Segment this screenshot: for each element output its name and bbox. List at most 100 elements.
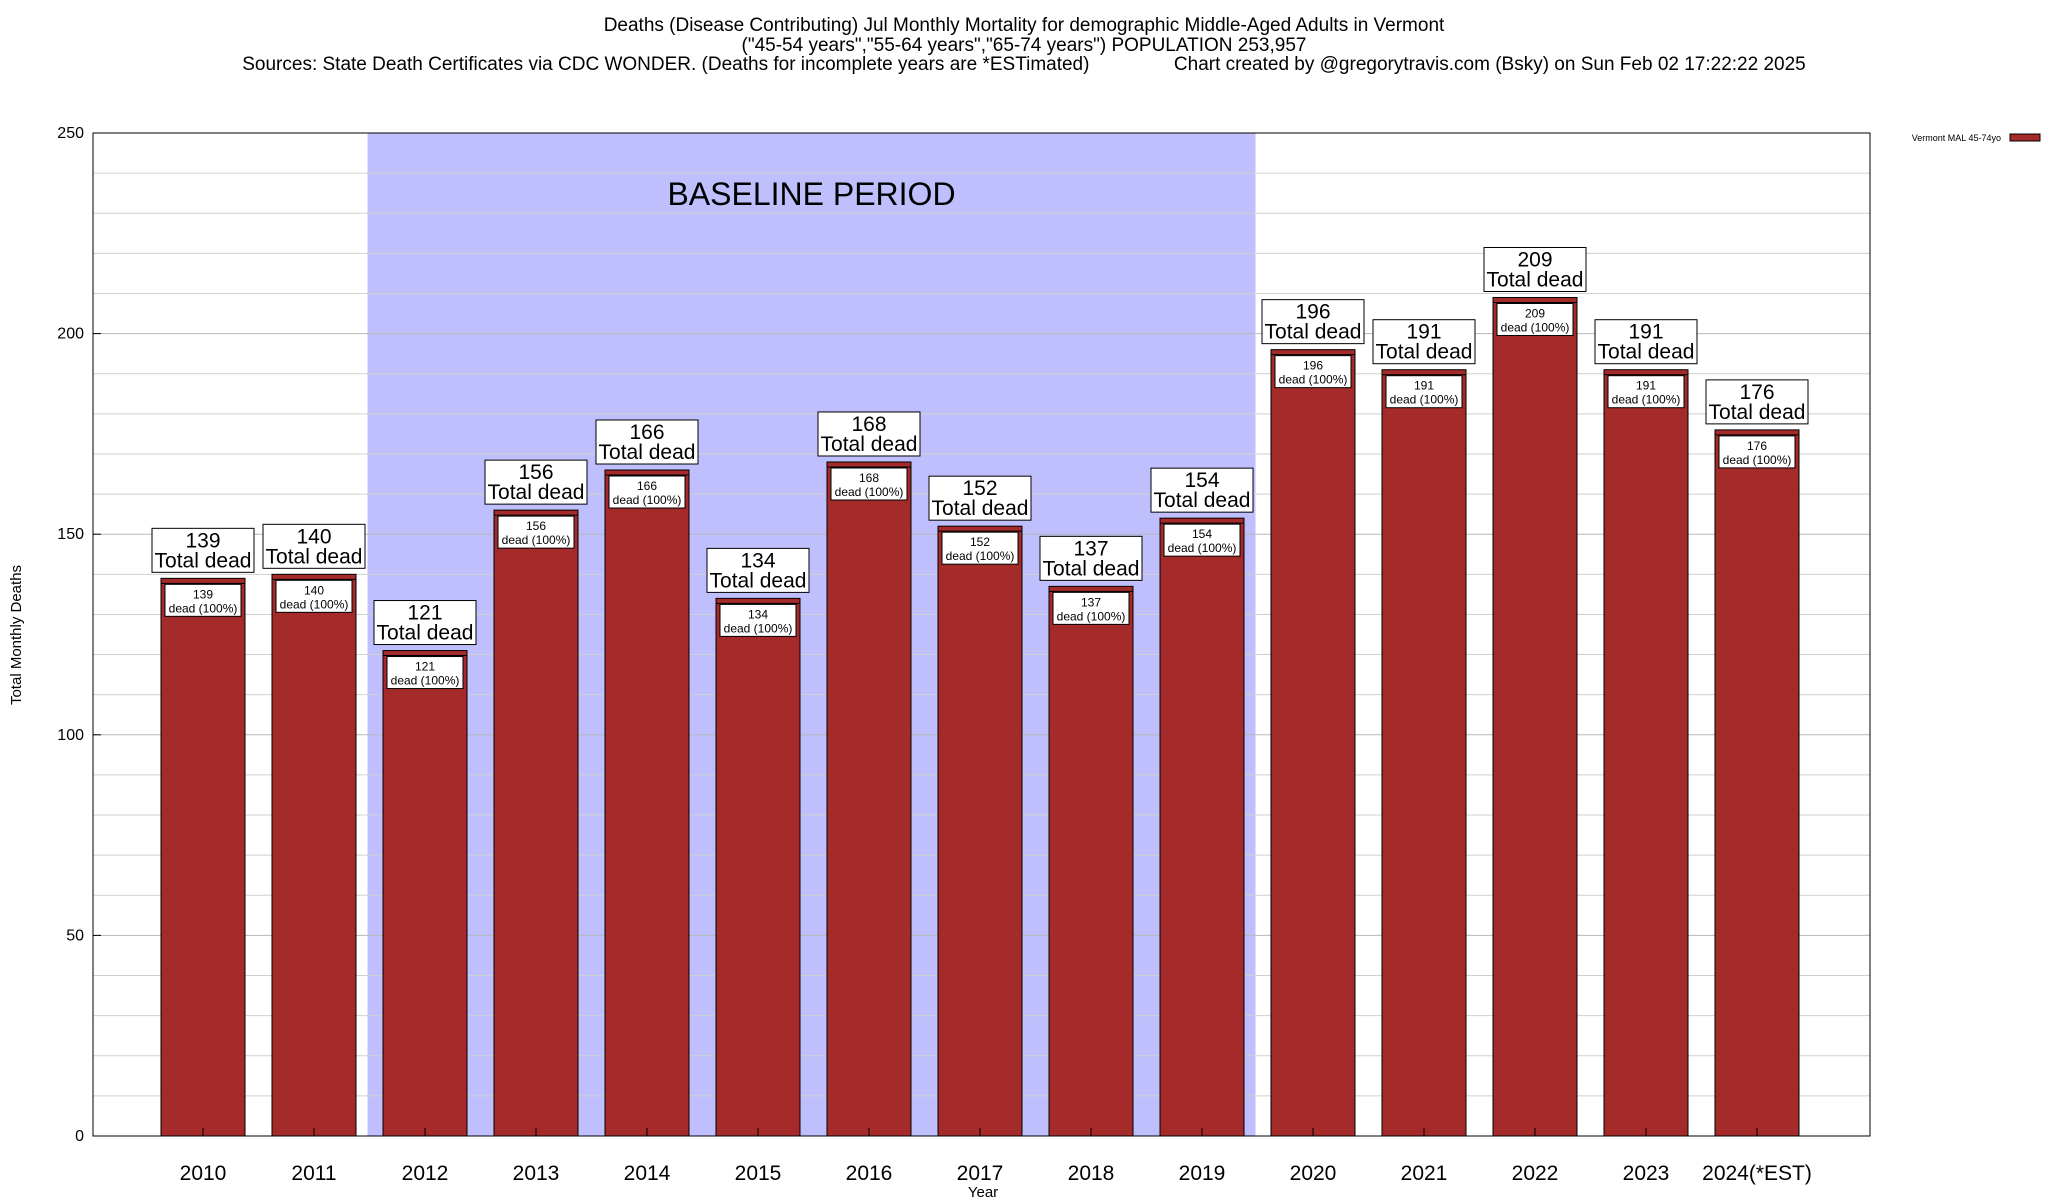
bar-inner-label-box <box>1052 591 1130 625</box>
bar <box>1714 429 1800 1137</box>
bar-total-text-label: Total dead <box>1265 321 1362 344</box>
bar-total-text-label: Total dead <box>266 545 363 568</box>
bar-inner-label-box <box>164 583 242 617</box>
x-tick-label: 2024(*EST) <box>1702 1162 1812 1185</box>
bar-inner-value-label: 156 <box>526 519 546 533</box>
bar-total-label-box <box>1039 535 1143 581</box>
legend-label: Vermont MAL 45-74yo <box>1912 133 2001 143</box>
bar-total-label-box <box>1594 319 1698 365</box>
legend-swatch <box>2009 133 2041 142</box>
x-tick-label: 2018 <box>1068 1162 1115 1185</box>
bar-inner-label-box <box>830 467 908 501</box>
bar-total-text-label: Total dead <box>1043 557 1140 580</box>
bar-inner-value-label: 191 <box>1414 379 1434 393</box>
bar-total-value-label: 191 <box>1406 321 1441 344</box>
bar-total-label-box <box>595 419 699 465</box>
chart-title-line-1: Deaths (Disease Contributing) Jul Monthl… <box>603 15 1445 36</box>
y-tick-label: 200 <box>57 326 84 343</box>
bar-inner-percent-label: dead (100%) <box>1390 393 1459 407</box>
bar-inner-value-label: 196 <box>1303 359 1323 373</box>
chart-title-line-2: ("45-54 years","55-64 years","65-74 year… <box>741 35 1307 56</box>
bar-total-label-box <box>706 547 810 593</box>
bar-total-label-box <box>1372 319 1476 365</box>
x-tick-label: 2021 <box>1401 1162 1448 1185</box>
bar <box>271 573 357 1137</box>
bar-total-value-label: 191 <box>1628 321 1663 344</box>
bar-total-value-label: 121 <box>407 602 442 625</box>
bar-inner-value-label: 121 <box>415 660 435 674</box>
bar-inner-percent-label: dead (100%) <box>280 597 349 611</box>
bar-total-value-label: 140 <box>296 525 331 548</box>
bar-inner-value-label: 140 <box>304 583 324 597</box>
bar <box>826 461 912 1137</box>
x-tick-label: 2016 <box>846 1162 893 1185</box>
x-tick-label: 2019 <box>1179 1162 1226 1185</box>
bar-total-value-label: 139 <box>185 529 220 552</box>
bar-inner-percent-label: dead (100%) <box>724 621 793 635</box>
chart-title-line-3: Sources: State Death Certificates via CD… <box>242 54 1806 75</box>
bar-total-label-box <box>1705 379 1809 425</box>
bar-total-label-box <box>928 475 1032 521</box>
bar <box>493 509 579 1137</box>
bar <box>1270 349 1356 1137</box>
bar-total-text-label: Total dead <box>932 497 1029 520</box>
bar-inner-value-label: 134 <box>748 607 768 621</box>
bar-inner-label-box <box>941 531 1019 565</box>
bar-total-value-label: 156 <box>518 461 553 484</box>
bar-total-label-box <box>1150 467 1254 513</box>
bar-inner-percent-label: dead (100%) <box>391 674 460 688</box>
bar <box>160 577 246 1137</box>
bar-total-value-label: 196 <box>1295 301 1330 324</box>
bar-inner-percent-label: dead (100%) <box>1279 373 1348 387</box>
bar-total-value-label: 137 <box>1073 537 1108 560</box>
bar-inner-label-box <box>1496 302 1574 336</box>
bar-total-text-label: Total dead <box>1487 268 1584 291</box>
bar <box>1381 369 1467 1137</box>
bar-inner-label-box <box>608 475 686 509</box>
bar-inner-percent-label: dead (100%) <box>1723 453 1792 467</box>
bar-inner-percent-label: dead (100%) <box>1057 609 1126 623</box>
x-tick-label: 2011 <box>291 1162 336 1185</box>
x-tick-label: 2013 <box>513 1162 560 1185</box>
x-tick-label: 2020 <box>1290 1162 1337 1185</box>
y-axis-title: Total Monthly Deaths <box>8 565 25 705</box>
y-tick-label: 100 <box>57 727 84 744</box>
bar-inner-percent-label: dead (100%) <box>1168 541 1237 555</box>
x-tick-label: 2017 <box>957 1162 1004 1185</box>
bar-inner-value-label: 137 <box>1081 595 1101 609</box>
plot-frame <box>92 132 1871 1137</box>
bar-inner-label-box <box>1607 375 1685 409</box>
bar-total-text-label: Total dead <box>155 549 252 572</box>
x-tick-label: 2022 <box>1512 1162 1559 1185</box>
bar-inner-percent-label: dead (100%) <box>1501 320 1570 334</box>
bar-total-text-label: Total dead <box>821 433 918 456</box>
bar-total-text-label: Total dead <box>1376 341 1473 364</box>
bar-inner-value-label: 166 <box>637 479 657 493</box>
bar <box>1492 296 1578 1137</box>
x-tick-label: 2012 <box>402 1162 449 1185</box>
bar-total-label-box <box>484 459 588 505</box>
bar-inner-percent-label: dead (100%) <box>502 533 571 547</box>
bar-total-label-box <box>817 411 921 457</box>
bar-total-value-label: 152 <box>962 477 997 500</box>
bar <box>382 650 468 1137</box>
bar-inner-value-label: 209 <box>1525 306 1545 320</box>
bar-inner-label-box <box>1274 355 1352 389</box>
y-tick-label: 0 <box>75 1128 84 1145</box>
bar-inner-percent-label: dead (100%) <box>1612 393 1681 407</box>
bar-inner-value-label: 191 <box>1636 379 1656 393</box>
x-tick-label: 2015 <box>735 1162 782 1185</box>
bar-total-text-label: Total dead <box>488 481 585 504</box>
x-tick-label: 2014 <box>624 1162 671 1185</box>
bar-total-label-box <box>1261 299 1365 345</box>
bar-inner-value-label: 152 <box>970 535 990 549</box>
bar-total-label-box <box>1483 246 1587 292</box>
bar-inner-label-box <box>497 515 575 549</box>
bar-inner-percent-label: dead (100%) <box>169 601 238 615</box>
bar <box>937 525 1023 1137</box>
bar-inner-value-label: 176 <box>1747 439 1767 453</box>
x-tick-label: 2010 <box>180 1162 227 1185</box>
bar-inner-value-label: 154 <box>1192 527 1212 541</box>
